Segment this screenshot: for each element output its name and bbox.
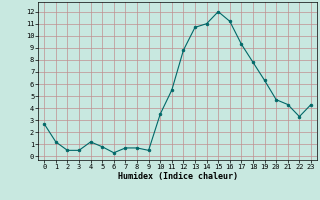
X-axis label: Humidex (Indice chaleur): Humidex (Indice chaleur)	[118, 172, 238, 181]
